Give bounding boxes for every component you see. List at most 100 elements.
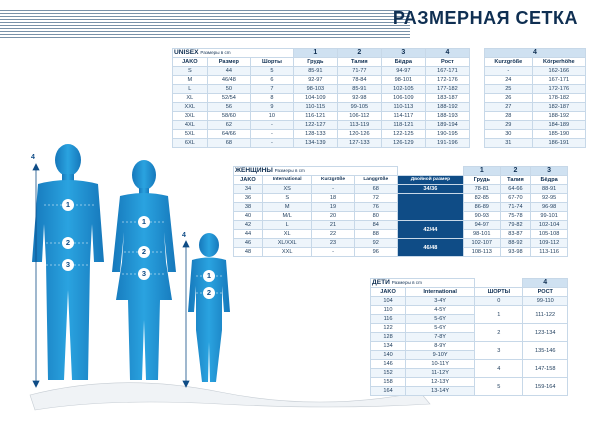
table-cell: 92-98 <box>336 93 382 103</box>
table-cell: 152 <box>369 368 407 378</box>
col-num-2: 2 <box>336 48 382 58</box>
table-cell: 128-133 <box>292 129 338 139</box>
table-row: XXL 56 9 110-115 99-105 110-113 188-192 <box>172 102 471 112</box>
table-cell: 186-191 <box>531 138 587 148</box>
table-cell: 5XL <box>172 129 208 139</box>
table-cell: 68 <box>206 138 252 148</box>
man-figure <box>32 144 104 380</box>
table-row: 26 178-182 <box>484 93 587 103</box>
table-row: 31 186-191 <box>484 138 587 148</box>
col-header: Kurzgröße <box>311 175 355 185</box>
table-cell: 85-91 <box>292 66 338 76</box>
table-cell: 72 <box>353 193 398 203</box>
table-cell: 23 <box>311 238 355 248</box>
table-cell: 96 <box>353 247 398 257</box>
table-cell: 71-77 <box>336 66 382 76</box>
table-cell: 3-4Y <box>405 296 476 306</box>
table-cell: 62 <box>206 120 252 130</box>
table-cell: 102-105 <box>380 84 426 94</box>
table-cell: 93-98 <box>499 247 532 257</box>
table-row: 36 S 18 72 82-85 67-70 92-95 <box>233 193 568 221</box>
table-cell: - <box>484 66 533 76</box>
table-row: 110 4-5Y 1 111-122 <box>369 305 568 324</box>
table-cell: 122-127 <box>292 120 338 130</box>
table-cell: 99-105 <box>336 102 382 112</box>
table-cell: 178-182 <box>531 93 587 103</box>
table-cell: 106-112 <box>336 111 382 121</box>
table-cell: 6 <box>250 75 294 85</box>
table-row: 29 184-189 <box>484 120 587 130</box>
table-cell: 172-176 <box>424 75 471 85</box>
table-cell: 98-103 <box>292 84 338 94</box>
table-cell: 48 <box>233 247 263 257</box>
table-cell: 177-182 <box>424 84 471 94</box>
table-row: XL 52/54 8 104-109 92-98 106-109 183-187 <box>172 93 471 103</box>
col-header: International <box>405 287 476 297</box>
table-cell: 29 <box>484 120 533 130</box>
table-cell: 27 <box>484 102 533 112</box>
table-cell: 146 <box>369 359 407 369</box>
marker-chest-child: 1 <box>203 270 215 282</box>
table-cell: 85-91 <box>336 84 382 94</box>
table-cell: 126-129 <box>380 138 426 148</box>
table-row: 4XL 62-122-127 113-119 118-121 189-194 <box>172 120 471 130</box>
table-cell: 1 <box>474 305 524 324</box>
table-cell: 140 <box>369 350 407 360</box>
table-cell: 188-192 <box>531 111 587 121</box>
table-row: 24 167-171 <box>484 75 587 85</box>
table-cell: 116-121 <box>292 111 338 121</box>
table-cell: 190-195 <box>424 129 471 139</box>
table-cell: 2 <box>474 323 524 342</box>
table-cell: 3 <box>474 341 524 360</box>
table-cell: 98-101 <box>462 229 501 239</box>
marker-waist-man: 2 <box>62 237 74 249</box>
col-header: РОСТ <box>522 287 568 297</box>
table-row: 6XL 68-134-139 127-133 126-129 191-196 <box>172 138 471 148</box>
table-cell: 0 <box>474 296 524 306</box>
table-cell: 111-122 <box>522 305 568 324</box>
table-cell: 46/48 <box>206 75 252 85</box>
marker-waist-woman: 2 <box>138 246 150 258</box>
table-row: 44 XL 22 88 98-101 83-87 105-108 <box>233 229 568 239</box>
unisex-size-table: UNISEX Размеры в cm 1 2 3 4 JAKO Размер … <box>172 48 471 148</box>
table-cell: XL/XXL <box>261 238 313 248</box>
table-row: M 46/48 6 92-97 78-84 98-101 172-176 <box>172 75 471 85</box>
col-header: International <box>261 175 313 185</box>
table-cell: 167-171 <box>424 66 471 76</box>
table-cell: 8 <box>250 93 294 103</box>
table-cell: 102-104 <box>530 220 568 230</box>
marker-chest-man: 1 <box>62 199 74 211</box>
table-cell: 67-70 <box>499 193 532 203</box>
table-cell: 116 <box>369 314 407 324</box>
table-cell: 92-97 <box>292 75 338 85</box>
table-cell: 184-189 <box>531 120 587 130</box>
col-header: Грудь <box>462 175 501 185</box>
col-num-1: 1 <box>292 48 338 58</box>
child-figure <box>188 233 230 382</box>
col-num-3: 3 <box>530 166 568 176</box>
table-cell: XL <box>172 93 208 103</box>
table-row: 104 3-4Y 0 99-110 <box>369 296 568 306</box>
table-cell: S <box>172 66 208 76</box>
table-cell: 78-84 <box>336 75 382 85</box>
table-cell: XL <box>261 229 313 239</box>
table-cell: XXL <box>261 247 313 257</box>
table-row: S 44 5 85-91 71-77 94-97 167-171 <box>172 66 471 76</box>
table-cell: 183-187 <box>424 93 471 103</box>
kids-size-table: ДЕТИ Размеры в cm 4 JAKO International Ш… <box>369 278 568 396</box>
table-cell: 118-121 <box>380 120 426 130</box>
table-cell: - <box>250 129 294 139</box>
table-cell: - <box>311 184 355 194</box>
table-cell: - <box>311 247 355 257</box>
table-row: 122 5-6Y 2 123-134 <box>369 323 568 342</box>
table-cell: 79-82 <box>499 220 532 230</box>
table-cell: 4XL <box>172 120 208 130</box>
table-cell: 86-89 <box>462 202 501 212</box>
table-row: L 50 7 98-103 85-91 102-105 177-182 <box>172 84 471 94</box>
table-cell: 83-87 <box>499 229 532 239</box>
table-cell: 5 <box>250 66 294 76</box>
table-cell: 26 <box>484 93 533 103</box>
table-cell: 13-14Y <box>405 386 476 396</box>
